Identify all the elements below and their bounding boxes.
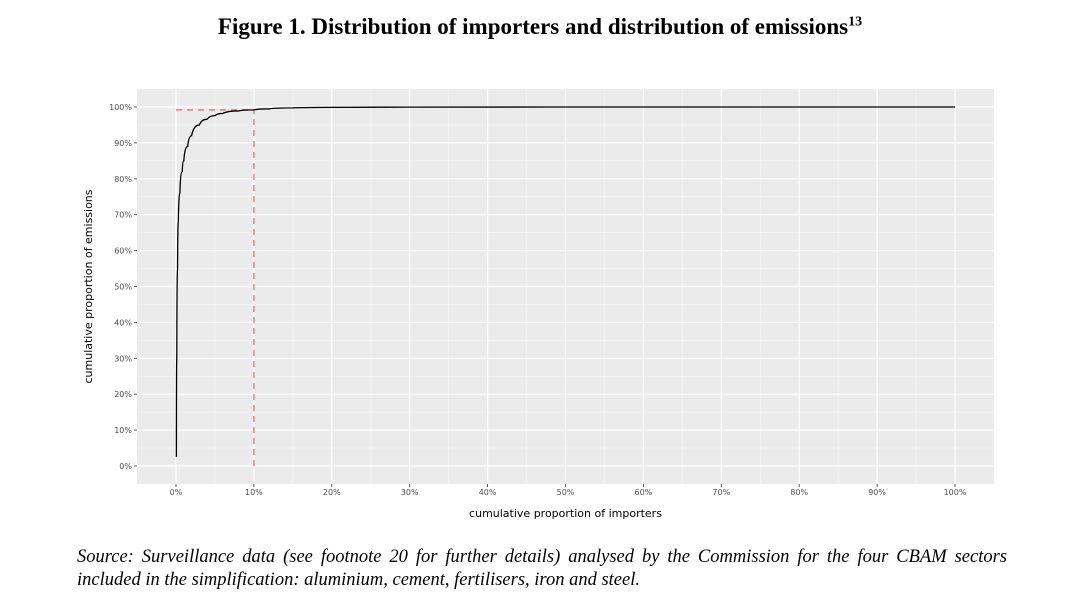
x-tick-label: 80% bbox=[790, 488, 808, 497]
x-tick-label: 0% bbox=[170, 488, 183, 497]
footnote-ref: 13 bbox=[848, 14, 863, 30]
y-tick-label: 80% bbox=[114, 175, 132, 184]
figure-title: Figure 1. Distribution of importers and … bbox=[0, 14, 1080, 40]
x-tick-label: 10% bbox=[245, 488, 263, 497]
y-axis-title: cumulative proportion of emissions bbox=[82, 189, 95, 383]
y-tick-label: 60% bbox=[114, 247, 132, 256]
y-tick-label: 40% bbox=[114, 318, 132, 327]
y-tick-label: 50% bbox=[114, 283, 132, 292]
x-tick-label: 90% bbox=[868, 488, 886, 497]
x-tick-label: 100% bbox=[944, 488, 967, 497]
y-tick-label: 90% bbox=[114, 139, 132, 148]
x-axis-title: cumulative proportion of importers bbox=[469, 507, 662, 520]
source-note: Source: Surveillance data (see footnote … bbox=[77, 547, 1007, 590]
y-tick-label: 100% bbox=[109, 103, 132, 112]
grid-major bbox=[137, 89, 994, 484]
y-tick-label: 0% bbox=[119, 462, 132, 471]
x-tick-label: 20% bbox=[323, 488, 341, 497]
x-tick-label: 50% bbox=[557, 488, 575, 497]
reference-lines bbox=[176, 109, 255, 466]
x-tick-label: 40% bbox=[479, 488, 497, 497]
y-tick-label: 10% bbox=[114, 426, 132, 435]
figure-title-text: Figure 1. Distribution of importers and … bbox=[217, 14, 849, 39]
series-group bbox=[175, 106, 955, 458]
y-tick-label: 30% bbox=[114, 354, 132, 363]
y-tick-label: 20% bbox=[114, 390, 132, 399]
y-axis: 0% 10% 20% 30% 40% 50% 60% 70% 80% 90% 100% bbox=[109, 103, 137, 471]
x-tick-label: 30% bbox=[401, 488, 419, 497]
y-tick-label: 70% bbox=[114, 211, 132, 220]
x-tick-label: 60% bbox=[635, 488, 653, 497]
x-tick-label: 70% bbox=[712, 488, 730, 497]
series-line bbox=[175, 106, 955, 458]
x-axis: 0% 10% 20% 30% 40% 50% 60% 70% 80% 90% 100% bbox=[170, 484, 967, 497]
